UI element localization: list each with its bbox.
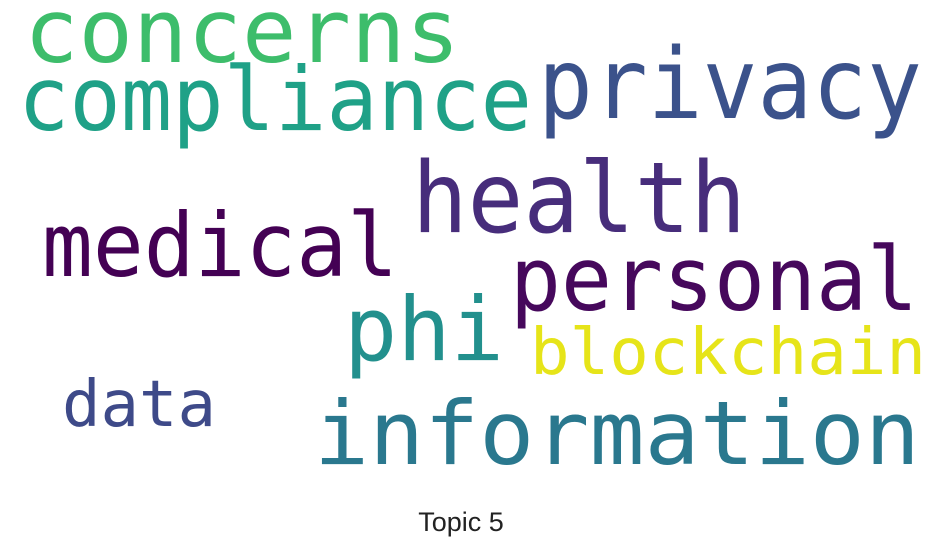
word-information: information (314, 382, 920, 485)
word-concerns: concerns (24, 0, 460, 83)
word-blockchain: blockchain (530, 316, 926, 390)
word-privacy: privacy (538, 28, 922, 142)
word-compliance: compliance (18, 48, 532, 151)
word-personal: personal (510, 228, 918, 331)
word-health: health (412, 142, 746, 256)
topic-caption: Topic 5 (418, 507, 504, 537)
word-data: data (62, 368, 216, 442)
word-phi: phi (344, 278, 504, 381)
word-medical: medical (42, 194, 398, 297)
